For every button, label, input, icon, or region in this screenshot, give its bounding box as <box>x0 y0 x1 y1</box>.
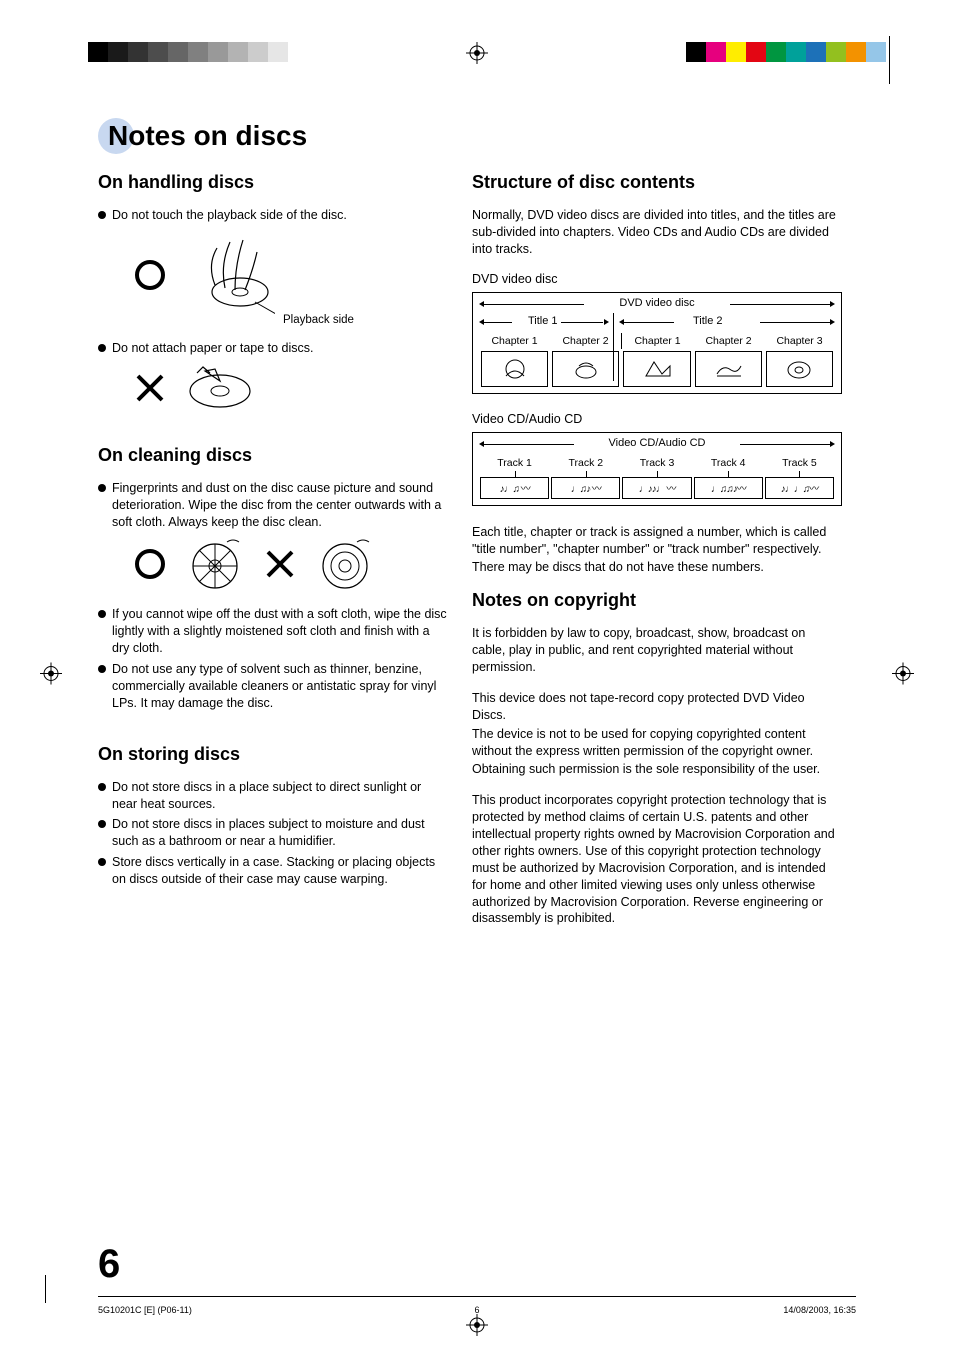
tracks-row: Track 1 Track 2 Track 3 Track 4 Track 5 <box>479 455 835 471</box>
chapters-row: Chapter 1 Chapter 2 Chapter 1 Chapter 2 … <box>479 333 835 349</box>
registration-mark-bottom <box>466 1314 488 1341</box>
thumbs-row <box>479 349 835 387</box>
registration-mark-left <box>40 662 62 689</box>
bullet: Do not store discs in a place subject to… <box>98 779 448 813</box>
heading-structure: Structure of disc contents <box>472 172 842 193</box>
hand-disc-icon <box>185 230 275 320</box>
do-icon <box>133 258 167 292</box>
illus-tape <box>133 363 448 413</box>
page-title-text: Notes on discs <box>108 120 307 152</box>
para: This device does not tape-record copy pr… <box>472 690 842 724</box>
left-column: On handling discs Do not touch the playb… <box>98 162 448 941</box>
para: It is forbidden by law to copy, broadcas… <box>472 625 842 676</box>
bullet: Do not touch the playback side of the di… <box>98 207 448 224</box>
heading-storing: On storing discs <box>98 744 448 765</box>
color-bar <box>686 42 886 62</box>
cd-diagram: Video CD/Audio CD Track 1 Track 2 Track … <box>472 432 842 506</box>
wavy-row: ♪♩♫ 〰 ♩♫♪ 〰 ♩♪♪♩ 〰 ♩♫♫♪〰 ♪♩♩♫〰 <box>479 477 835 499</box>
bullet: Do not attach paper or tape to discs. <box>98 340 448 357</box>
dvd-diagram: DVD video disc Title 1 Title 2 <box>472 292 842 394</box>
bullet: Do not use any type of solvent such as t… <box>98 661 448 712</box>
para: The device is not to be used for copying… <box>472 726 842 760</box>
page-rule <box>98 1296 856 1297</box>
registration-mark-top <box>466 42 488 64</box>
wipe-radial-icon <box>185 536 245 592</box>
crop-line <box>45 1275 46 1303</box>
bullet: Fingerprints and dust on the disc cause … <box>98 480 448 531</box>
para: Each title, chapter or track is assigned… <box>472 524 842 558</box>
bullet: If you cannot wipe off the dust with a s… <box>98 606 448 657</box>
illus-cleaning <box>133 536 448 592</box>
page-number: 6 <box>98 1242 120 1287</box>
right-column: Structure of disc contents Normally, DVD… <box>472 162 842 941</box>
page-content: Notes on discs On handling discs Do not … <box>98 118 856 941</box>
footer-left: 5G10201C [E] (P06-11) <box>98 1305 192 1315</box>
grayscale-bar <box>88 42 288 62</box>
dont-icon <box>263 547 297 581</box>
para: This product incorporates copyright prot… <box>472 792 842 927</box>
footer-right: 14/08/2003, 16:35 <box>783 1305 856 1315</box>
dont-icon <box>133 371 167 405</box>
page-title: Notes on discs <box>98 118 307 154</box>
heading-handling: On handling discs <box>98 172 448 193</box>
disc-with-tape-icon <box>185 363 255 413</box>
illus-handling: Playback side <box>133 230 448 326</box>
para: Obtaining such permission is the sole re… <box>472 761 842 778</box>
para: There may be discs that do not have thes… <box>472 559 842 576</box>
bullet: Do not store discs in places subject to … <box>98 816 448 850</box>
cd-label: Video CD/Audio CD <box>472 412 842 426</box>
bullet: Store discs vertically in a case. Stacki… <box>98 854 448 888</box>
heading-cleaning: On cleaning discs <box>98 445 448 466</box>
print-marks-top <box>0 42 954 70</box>
registration-mark-right <box>892 662 914 689</box>
heading-copyright: Notes on copyright <box>472 590 842 611</box>
crop-line <box>889 36 890 84</box>
do-icon <box>133 547 167 581</box>
para: Normally, DVD video discs are divided in… <box>472 207 842 258</box>
wipe-circular-icon <box>315 536 375 592</box>
playback-side-caption: Playback side <box>283 314 448 326</box>
dvd-label: DVD video disc <box>472 272 842 286</box>
